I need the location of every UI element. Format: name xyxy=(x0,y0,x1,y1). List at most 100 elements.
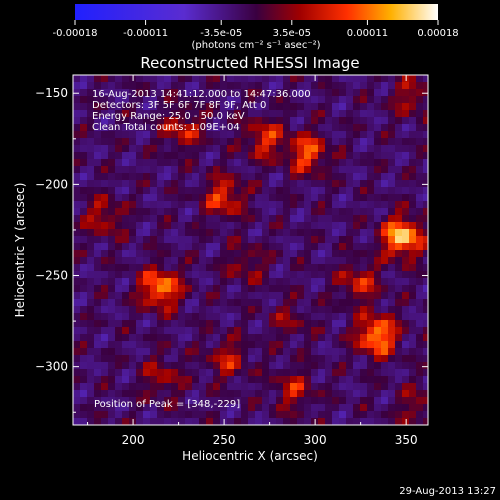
heatmap-cell xyxy=(192,131,200,139)
heatmap-cell xyxy=(395,334,403,342)
heatmap-cell xyxy=(122,124,130,132)
heatmap-cell xyxy=(388,75,396,83)
heatmap-cell xyxy=(199,124,207,132)
heatmap-cell xyxy=(108,397,116,405)
heatmap-cell xyxy=(416,250,424,258)
heatmap-cell xyxy=(80,138,88,146)
heatmap-cell xyxy=(143,355,151,363)
heatmap-cell xyxy=(269,278,277,286)
heatmap-cell xyxy=(108,341,116,349)
heatmap-cell xyxy=(423,96,428,104)
heatmap-cell xyxy=(304,236,312,244)
heatmap-cell xyxy=(171,236,179,244)
heatmap-cell xyxy=(192,236,200,244)
heatmap-cell xyxy=(234,145,242,153)
heatmap-cell xyxy=(143,341,151,349)
heatmap-cell xyxy=(206,418,214,425)
heatmap-cell xyxy=(297,383,305,391)
heatmap-cell xyxy=(311,159,319,167)
heatmap-cell xyxy=(136,376,144,384)
heatmap-cell xyxy=(185,229,193,237)
heatmap-cell xyxy=(318,243,326,251)
heatmap-cell xyxy=(311,376,319,384)
heatmap-cell xyxy=(227,75,235,83)
heatmap-cell xyxy=(416,222,424,230)
heatmap-cell xyxy=(388,257,396,265)
heatmap-cell xyxy=(416,243,424,251)
heatmap-cell xyxy=(80,355,88,363)
heatmap-cell xyxy=(388,313,396,321)
heatmap-cell xyxy=(367,355,375,363)
heatmap-cell xyxy=(129,320,137,328)
heatmap-cell xyxy=(409,348,417,356)
heatmap-cell xyxy=(227,397,235,405)
heatmap-cell xyxy=(73,264,81,272)
heatmap-cell xyxy=(290,82,298,90)
heatmap-cell xyxy=(374,117,382,125)
heatmap-cell xyxy=(94,369,102,377)
heatmap-cell xyxy=(304,327,312,335)
heatmap-cell xyxy=(80,411,88,419)
heatmap-cell xyxy=(311,194,319,202)
heatmap-cell xyxy=(409,215,417,223)
heatmap-cell xyxy=(94,418,102,425)
heatmap-cell xyxy=(136,166,144,174)
heatmap-cell xyxy=(171,131,179,139)
heatmap-cell xyxy=(171,180,179,188)
heatmap-cell xyxy=(283,229,291,237)
heatmap-cell xyxy=(192,110,200,118)
heatmap-cell xyxy=(227,383,235,391)
heatmap-cell xyxy=(297,327,305,335)
heatmap-cell xyxy=(325,215,333,223)
heatmap-cell xyxy=(157,397,165,405)
heatmap-cell xyxy=(171,222,179,230)
heatmap-cell xyxy=(416,278,424,286)
heatmap-cell xyxy=(325,180,333,188)
heatmap-cell xyxy=(94,131,102,139)
heatmap-cell xyxy=(325,341,333,349)
heatmap-cell xyxy=(227,215,235,223)
heatmap-cell xyxy=(73,411,81,419)
heatmap-cell xyxy=(353,222,361,230)
heatmap-cell xyxy=(269,117,277,125)
heatmap-cell xyxy=(297,82,305,90)
heatmap-cell xyxy=(311,327,319,335)
heatmap-cell xyxy=(346,355,354,363)
heatmap-cell xyxy=(115,355,123,363)
heatmap-cell xyxy=(416,187,424,195)
heatmap-cell xyxy=(213,236,221,244)
heatmap-cell xyxy=(241,257,249,265)
heatmap-cell xyxy=(332,411,340,419)
heatmap-cell xyxy=(423,369,428,377)
heatmap-cell xyxy=(381,383,389,391)
heatmap-cell xyxy=(108,271,116,279)
heatmap-cell xyxy=(304,271,312,279)
heatmap-cell xyxy=(304,334,312,342)
heatmap-cell xyxy=(311,229,319,237)
heatmap-cell xyxy=(150,117,158,125)
heatmap-cell xyxy=(311,145,319,153)
heatmap-cell xyxy=(241,131,249,139)
heatmap-cell xyxy=(248,159,256,167)
heatmap-cell xyxy=(143,131,151,139)
heatmap-cell xyxy=(402,306,410,314)
heatmap-cell xyxy=(129,187,137,195)
heatmap-cell xyxy=(297,264,305,272)
heatmap-cell xyxy=(318,376,326,384)
heatmap-cell xyxy=(108,103,116,111)
heatmap-cell xyxy=(395,75,403,83)
heatmap-cell xyxy=(353,236,361,244)
heatmap-cell xyxy=(325,82,333,90)
heatmap-cell xyxy=(409,75,417,83)
heatmap-cell xyxy=(395,96,403,104)
heatmap-cell xyxy=(332,222,340,230)
heatmap-cell xyxy=(164,103,172,111)
heatmap-cell xyxy=(192,173,200,181)
heatmap-cell xyxy=(192,194,200,202)
y-tick-label: −150 xyxy=(35,86,68,100)
heatmap-cell xyxy=(311,292,319,300)
heatmap-cell xyxy=(346,229,354,237)
heatmap-cell xyxy=(136,201,144,209)
heatmap-cell xyxy=(157,117,165,125)
heatmap-cell xyxy=(101,82,109,90)
